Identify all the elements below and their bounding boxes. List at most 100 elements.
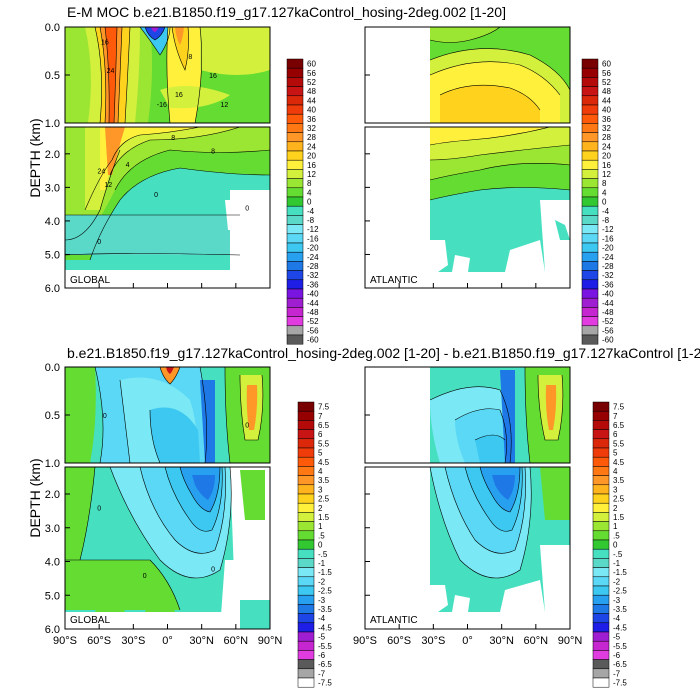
colorbar-label: -52: [602, 317, 614, 326]
colorbar-swatch: [592, 484, 610, 495]
colorbar-bottom: 7.576.565.554.543.532.521.51.50-.5-1-1.5…: [297, 401, 627, 688]
colorbar-swatch: [297, 650, 315, 660]
colorbar-swatch: [581, 325, 599, 336]
contour-label: 8: [188, 54, 192, 61]
colorbar-swatch: [581, 58, 599, 69]
colorbar-label: -20: [307, 244, 319, 253]
colorbar-swatch: [286, 150, 304, 161]
colorbar-label: 32: [602, 124, 611, 133]
colorbar-label: -3: [613, 596, 621, 605]
colorbar-swatch: [297, 677, 315, 688]
colorbar-label: -.5: [613, 550, 623, 559]
y-tick-label: 6.0: [45, 624, 60, 636]
colorbar-label: -44: [602, 299, 614, 308]
colorbar-swatch: [592, 558, 610, 568]
contour-label: 0: [245, 423, 249, 430]
colorbar-label: -52: [307, 317, 319, 326]
colorbar-label: -4: [613, 614, 621, 623]
colorbar-swatch: [297, 567, 315, 578]
colorbar-label: -6: [318, 651, 326, 660]
colorbar-label: 52: [307, 78, 316, 87]
colorbar-label: -7: [318, 669, 326, 678]
colorbar-label: 5: [613, 449, 618, 458]
x-tick-label: 60°N: [224, 635, 249, 647]
colorbar-swatch: [581, 251, 599, 262]
colorbar-label: 6.5: [318, 421, 330, 430]
colorbar-label: 20: [307, 152, 316, 161]
colorbar-label: 40: [307, 106, 316, 115]
y-tick-label: 3.0: [45, 182, 60, 194]
colorbar-swatch: [581, 270, 599, 281]
colorbar-swatch: [581, 132, 599, 143]
colorbar-swatch: [581, 113, 599, 124]
panel-top-left-global: GLOBAL: [64, 26, 271, 289]
colorbar-swatch: [581, 86, 599, 97]
colorbar-swatch: [286, 58, 304, 69]
x-tick-label: 0°: [162, 635, 173, 647]
colorbar-swatch: [286, 77, 304, 87]
colorbar-label: 5.5: [613, 439, 625, 448]
bottom-left-upper-fill: [65, 367, 270, 463]
colorbar-label: -5.5: [613, 642, 627, 651]
colorbar-label: -2: [318, 577, 326, 586]
colorbar-swatch: [297, 576, 315, 587]
colorbar-swatch: [286, 233, 304, 244]
colorbar-swatch: [581, 288, 599, 299]
colorbar-swatch: [297, 558, 315, 568]
colorbar-swatch: [581, 233, 599, 244]
colorbar-label: -16: [307, 234, 319, 243]
colorbar-label: -12: [602, 225, 614, 234]
colorbar-swatch: [286, 205, 304, 216]
colorbar-swatch: [286, 113, 304, 124]
colorbar-swatch: [286, 251, 304, 262]
colorbar-label: 40: [602, 106, 611, 115]
colorbar-label: -5: [318, 633, 326, 642]
colorbar-swatch: [592, 410, 610, 421]
colorbar-swatch: [581, 150, 599, 161]
colorbar-label: -16: [602, 234, 614, 243]
colorbar-swatch: [581, 169, 599, 179]
colorbar-label: -4.5: [318, 623, 332, 632]
colorbar-swatch: [286, 242, 304, 253]
colorbar-swatch: [286, 307, 304, 317]
colorbar-label: -6.5: [613, 660, 627, 669]
colorbar-label: 3: [318, 485, 323, 494]
top-y-axis-label: DEPTH (km): [27, 118, 43, 197]
colorbar-swatch: [592, 650, 610, 660]
colorbar-swatch: [297, 604, 315, 614]
colorbar-swatch: [581, 261, 599, 271]
x-tick-label: 60°N: [524, 635, 549, 647]
colorbar-label: .5: [318, 531, 325, 540]
colorbar-label: 3.5: [318, 476, 330, 485]
colorbar-label: 0: [602, 198, 607, 207]
colorbar-label: -1.5: [613, 568, 627, 577]
colorbar-label: -48: [307, 308, 319, 317]
contour-label: 12: [221, 102, 229, 109]
colorbar-swatch: [297, 512, 315, 522]
colorbar-label: 16: [602, 161, 611, 170]
colorbar-label: 1: [613, 522, 618, 531]
colorbar-label: -2.5: [613, 587, 627, 596]
y-tick-label: 3.0: [45, 523, 60, 535]
x-tick-label: 90°N: [558, 635, 583, 647]
colorbar-swatch: [592, 521, 610, 532]
colorbar-label: 20: [602, 152, 611, 161]
colorbar-label: -3.5: [613, 605, 627, 614]
colorbar-label: 3: [613, 485, 618, 494]
colorbar-label: 32: [307, 124, 316, 133]
colorbar-swatch: [581, 104, 599, 115]
top-figure-title: E-M MOC b.e21.B1850.f19_g17.127kaControl…: [67, 4, 506, 20]
colorbar-swatch: [286, 297, 304, 308]
colorbar-swatch: [286, 224, 304, 235]
y-tick-label: 5.0: [45, 590, 60, 602]
colorbar-label: -8: [602, 216, 610, 225]
panel-label-bottom-right: ATLANTIC: [370, 615, 418, 626]
colorbar-swatch: [592, 567, 610, 578]
y-tick-label: 0.5: [45, 70, 60, 82]
contour-label: 8: [171, 135, 175, 142]
colorbar-swatch: [286, 325, 304, 336]
colorbar-swatch: [592, 668, 610, 679]
colorbar-swatch: [592, 493, 610, 504]
colorbar-label: -5: [613, 633, 621, 642]
